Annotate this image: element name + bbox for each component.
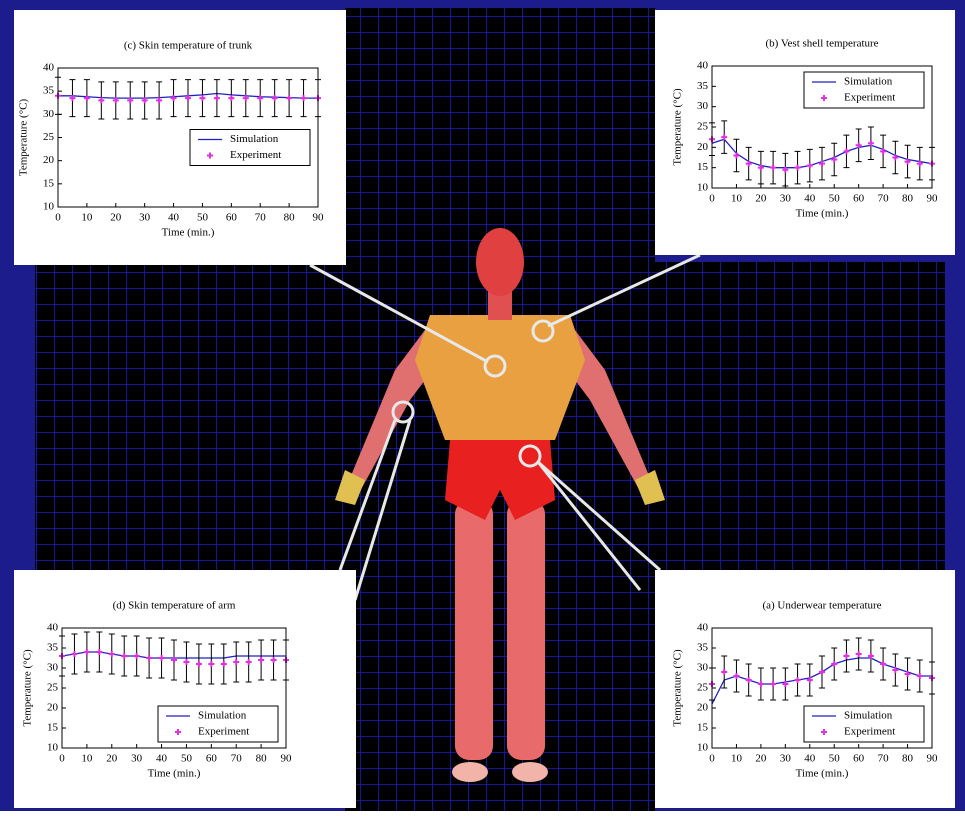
chart-title: (b) Vest shell temperature [765,38,878,50]
x-tick-label: 30 [139,212,151,224]
x-tick-label: 50 [829,193,841,205]
chart-title: (c) Skin temperature of trunk [124,40,253,52]
y-tick-label: 40 [47,622,59,634]
x-tick-label: 70 [231,753,243,765]
y-tick-label: 20 [697,141,709,153]
x-tick-label: 30 [131,753,143,765]
y-tick-label: 35 [43,85,55,97]
x-tick-label: 50 [181,753,193,765]
y-tick-label: 30 [47,662,59,674]
x-tick-label: 50 [829,753,841,765]
legend-label: Experiment [198,726,249,738]
y-tick-label: 40 [697,60,709,72]
x-axis-label: Time (min.) [796,208,849,220]
y-tick-label: 10 [43,201,55,213]
x-tick-label: 10 [731,193,743,205]
x-tick-label: 10 [731,753,743,765]
x-tick-label: 10 [81,212,93,224]
y-tick-label: 15 [47,722,59,734]
y-tick-label: 35 [47,642,59,654]
y-tick-label: 40 [697,622,709,634]
x-tick-label: 80 [284,212,296,224]
y-tick-label: 15 [43,177,55,189]
y-tick-label: 10 [697,182,709,194]
y-axis-label: Temperature (°C) [672,649,684,727]
y-tick-label: 20 [697,702,709,714]
x-tick-label: 10 [81,753,93,765]
y-tick-label: 15 [697,722,709,734]
y-tick-label: 10 [47,742,59,754]
y-tick-label: 25 [697,682,709,694]
y-tick-label: 20 [47,702,59,714]
x-tick-label: 40 [156,753,168,765]
x-tick-label: 70 [878,193,890,205]
legend-label: Simulation [844,76,893,88]
x-tick-label: 40 [168,212,180,224]
x-tick-label: 60 [226,212,238,224]
y-tick-label: 35 [697,80,709,92]
y-tick-label: 35 [697,642,709,654]
x-axis-label: Time (min.) [796,768,849,780]
x-tick-label: 80 [902,753,914,765]
y-tick-label: 25 [697,121,709,133]
legend-label: Experiment [844,726,895,738]
x-tick-label: 90 [313,212,325,224]
legend-label: Experiment [844,92,895,104]
y-tick-label: 25 [43,131,55,143]
x-tick-label: 90 [927,753,939,765]
y-axis-label: Temperature (°C) [18,99,30,177]
x-tick-label: 70 [255,212,267,224]
chart-title: (a) Underwear temperature [762,600,881,612]
x-axis-label: Time (min.) [162,227,215,239]
x-tick-label: 80 [902,193,914,205]
x-tick-label: 60 [853,753,865,765]
slide: (c) Skin temperature of trunk Time (min.)… [0,0,965,811]
x-tick-label: 90 [927,193,939,205]
y-axis-label: Temperature (°C) [22,649,34,727]
chart-title: (d) Skin temperature of arm [113,600,236,612]
x-tick-label: 0 [709,753,715,765]
x-tick-label: 40 [804,193,816,205]
y-tick-label: 10 [697,742,709,754]
legend-label: Simulation [198,710,247,722]
y-axis-label: Temperature (°C) [672,88,684,166]
y-tick-label: 40 [43,62,55,74]
x-tick-label: 0 [55,212,61,224]
x-tick-label: 30 [780,753,792,765]
x-tick-label: 60 [853,193,865,205]
y-tick-label: 20 [43,154,55,166]
legend-label: Experiment [230,149,281,161]
y-tick-label: 30 [697,100,709,112]
y-tick-label: 25 [47,682,59,694]
x-tick-label: 20 [755,753,767,765]
x-tick-label: 50 [197,212,209,224]
legend-label: Simulation [230,133,279,145]
x-axis-label: Time (min.) [148,768,201,780]
y-tick-label: 15 [697,161,709,173]
x-tick-label: 30 [780,193,792,205]
x-tick-label: 40 [804,753,816,765]
x-tick-label: 20 [755,193,767,205]
x-tick-label: 20 [106,753,118,765]
y-tick-label: 30 [697,662,709,674]
y-tick-label: 30 [43,108,55,120]
x-tick-label: 20 [110,212,122,224]
x-tick-label: 60 [206,753,218,765]
x-tick-label: 0 [59,753,65,765]
x-tick-label: 0 [709,193,715,205]
x-tick-label: 70 [878,753,890,765]
legend-label: Simulation [844,710,893,722]
x-tick-label: 90 [281,753,293,765]
x-tick-label: 80 [256,753,268,765]
